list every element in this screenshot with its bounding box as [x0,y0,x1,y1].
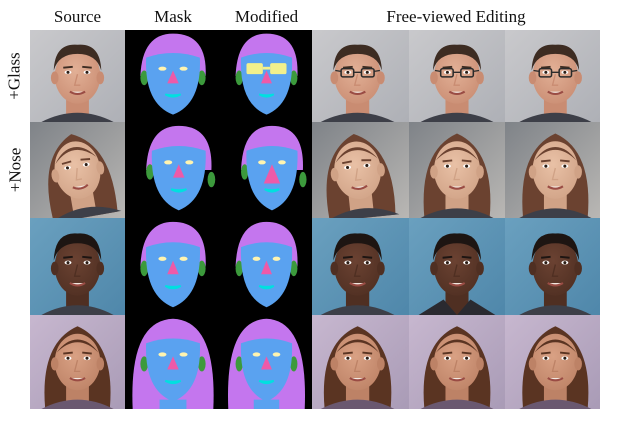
row-label-glass: +Glass [5,52,24,100]
modified-mask-image-row-2 [221,122,312,218]
modified-mask-image-row-1 [221,30,312,122]
free-view-1-row-4 [312,315,409,409]
free-view-3-row-4 [505,315,600,409]
free-view-2-row-1 [409,30,505,122]
source-image-row-1 [30,30,125,122]
free-view-3-row-1 [505,30,600,122]
free-view-1-row-3 [312,218,409,315]
free-view-1-row-2 [312,122,409,218]
free-view-2-row-2 [409,122,505,218]
free-view-2-row-3 [409,218,505,315]
free-view-1-row-1 [312,30,409,122]
header-mask: Mask [154,7,192,26]
free-view-3-row-2 [505,122,600,218]
header-free-viewed-editing: Free-viewed Editing [386,7,526,26]
mask-image-row-4 [125,315,221,409]
source-image-row-2 [30,122,125,218]
header-modified: Modified [234,7,299,26]
source-image-row-4 [30,315,125,409]
mask-image-row-3 [125,218,221,315]
modified-mask-image-row-4 [221,315,312,409]
mask-image-row-1 [125,30,221,122]
mask-image-row-2 [125,122,221,218]
free-view-2-row-4 [409,315,505,409]
source-image-row-3 [30,218,125,315]
free-view-3-row-3 [505,218,600,315]
header-source: Source [53,7,102,26]
modified-mask-image-row-3 [221,218,312,315]
row-label-nose: +Nose [5,147,24,193]
